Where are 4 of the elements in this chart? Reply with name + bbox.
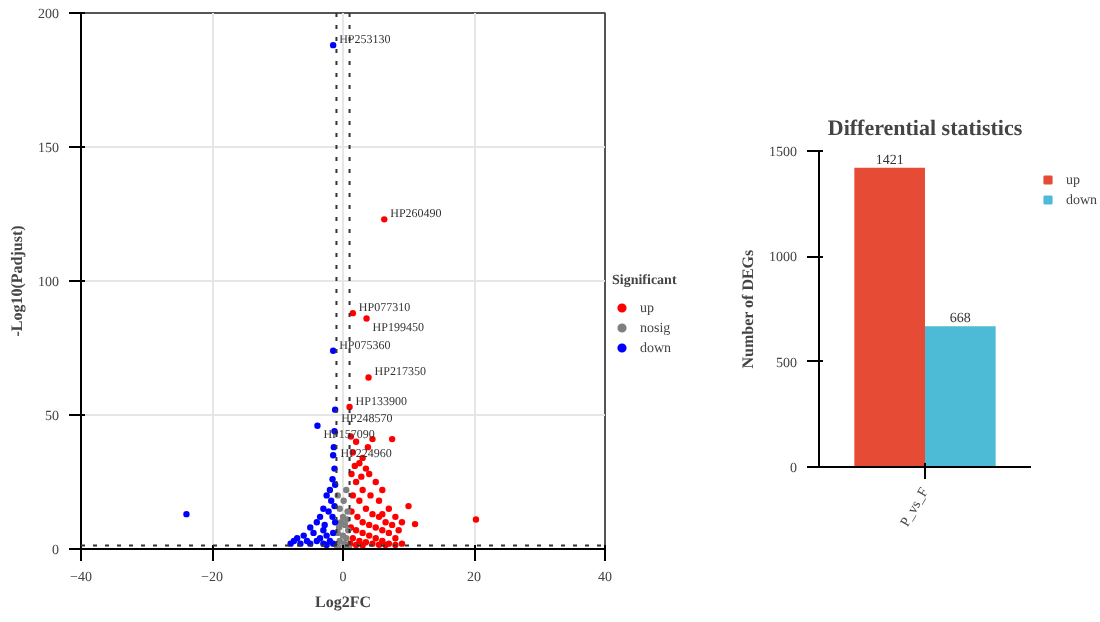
x-axis-title: Log2FC	[315, 593, 372, 611]
y-axis-title: -Log10(Padjust)	[8, 224, 26, 337]
chart-title: Differential statistics	[827, 117, 1024, 141]
y-axis-title: Number of DEGs	[739, 249, 757, 369]
